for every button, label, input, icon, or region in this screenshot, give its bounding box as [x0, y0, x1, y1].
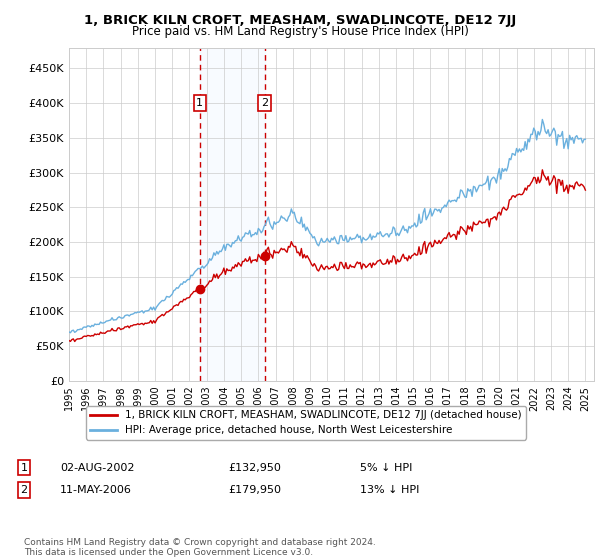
Text: 11-MAY-2006: 11-MAY-2006	[60, 485, 132, 495]
Text: £132,950: £132,950	[228, 463, 281, 473]
Text: Contains HM Land Registry data © Crown copyright and database right 2024.
This d: Contains HM Land Registry data © Crown c…	[24, 538, 376, 557]
Text: £179,950: £179,950	[228, 485, 281, 495]
Text: 1: 1	[196, 98, 203, 108]
Text: 13% ↓ HPI: 13% ↓ HPI	[360, 485, 419, 495]
Text: 1: 1	[20, 463, 28, 473]
Text: 2: 2	[20, 485, 28, 495]
Text: 02-AUG-2002: 02-AUG-2002	[60, 463, 134, 473]
Legend: 1, BRICK KILN CROFT, MEASHAM, SWADLINCOTE, DE12 7JJ (detached house), HPI: Avera: 1, BRICK KILN CROFT, MEASHAM, SWADLINCOT…	[86, 406, 526, 440]
Text: 2: 2	[261, 98, 268, 108]
Text: 1, BRICK KILN CROFT, MEASHAM, SWADLINCOTE, DE12 7JJ: 1, BRICK KILN CROFT, MEASHAM, SWADLINCOT…	[84, 14, 516, 27]
Text: 5% ↓ HPI: 5% ↓ HPI	[360, 463, 412, 473]
Text: Price paid vs. HM Land Registry's House Price Index (HPI): Price paid vs. HM Land Registry's House …	[131, 25, 469, 38]
Bar	[200, 48, 265, 381]
